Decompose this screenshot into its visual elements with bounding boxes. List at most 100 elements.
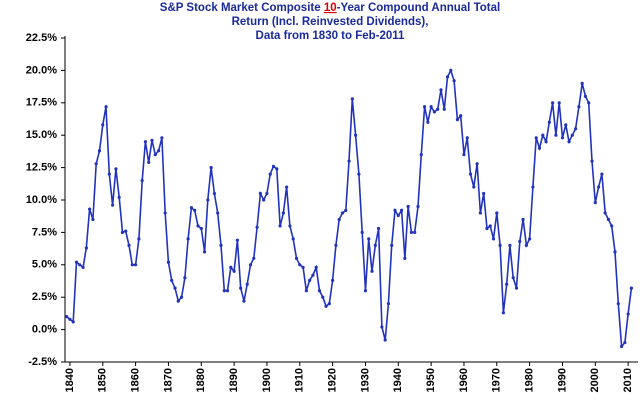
y-tick-label: 15.0% [26,129,57,141]
data-point [308,278,312,282]
title-text: -Year Compound Annual Total [337,2,501,14]
data-point [219,243,223,247]
data-point [554,133,558,137]
data-point [124,229,128,233]
data-point [541,133,545,137]
data-point [252,256,256,260]
data-point [386,302,391,306]
data-point [327,302,331,306]
data-point [390,243,394,247]
y-tick-label: 20.0% [26,64,57,76]
data-point [288,224,292,228]
data-point [518,239,522,244]
data-point [626,312,630,316]
data-point [498,243,502,247]
data-point [314,265,318,269]
data-point [291,237,295,241]
data-point [235,238,239,242]
data-point [301,265,305,269]
data-point [242,299,246,303]
data-point [65,315,69,319]
data-point [616,302,620,306]
x-tick-label: 2000 [589,368,601,392]
data-point [153,153,157,157]
data-point [278,224,282,228]
data-point [268,172,272,176]
x-tick-label: 1980 [524,368,536,392]
data-point [239,286,243,290]
x-tick-label: 1950 [425,368,437,392]
data-point [150,138,154,142]
data-point [380,325,384,329]
data-point [209,166,213,170]
x-tick-label: 1920 [327,368,339,392]
data-point [600,172,604,176]
data-point [455,118,459,122]
data-point [294,256,299,260]
data-point [350,97,354,101]
data-point [225,289,230,293]
y-tick-label: 17.5% [26,97,57,109]
title-line: S&P Stock Market Composite 10-Year Compo… [160,2,500,14]
data-point [406,204,410,209]
data-point [173,286,177,290]
data-point [101,123,105,127]
y-tick-label: 12.5% [26,162,57,174]
data-point [485,226,489,231]
data-point [199,226,203,231]
y-tick-label: 5.0% [32,259,57,271]
data-point [360,230,364,234]
data-point [508,243,512,247]
x-tick-label: 1910 [294,368,306,392]
data-point [432,110,437,114]
x-tick-label: 1860 [130,368,142,392]
data-point [590,159,594,163]
y-tick-label: 10.0% [26,194,57,206]
data-point [311,273,315,277]
x-tick-label: 1890 [228,368,240,392]
data-point [459,114,463,118]
data-point [229,265,233,269]
x-tick-label: 1850 [97,368,109,392]
data-point [436,107,440,111]
x-tick-label: 1930 [359,368,371,392]
title-text: S&P Stock Market Composite [160,2,324,14]
data-point [107,172,111,176]
data-point [265,191,269,196]
data-point [258,191,262,196]
data-point [416,204,420,209]
data-point [222,289,226,293]
data-point [189,206,194,210]
data-point [271,164,276,168]
data-point [140,178,144,183]
data-point [88,207,92,211]
data-point [120,230,125,234]
data-point [248,263,253,267]
data-point [482,191,486,196]
y-tick-label: -2.5% [28,356,57,368]
data-point [321,295,325,299]
data-point [363,289,368,293]
data-point [183,276,187,280]
x-tick-label: 1990 [556,368,568,392]
data-point [564,123,568,127]
data-point [422,105,427,109]
chart-title: S&P Stock Market Composite 10-Year Compo… [160,2,500,42]
data-point [511,276,515,280]
x-tick-label: 1960 [458,368,470,392]
data-point [130,263,134,267]
data-point [587,101,591,105]
data-point [232,269,236,273]
data-point [567,140,571,144]
data-point [596,185,601,189]
data-point [557,101,561,105]
data-point [147,160,151,165]
data-point [465,136,469,140]
data-point [452,79,456,83]
data-point [166,260,171,264]
data-point [133,263,138,267]
data-point [275,167,279,171]
data-point [442,107,446,111]
x-tick-label: 1900 [261,368,273,392]
